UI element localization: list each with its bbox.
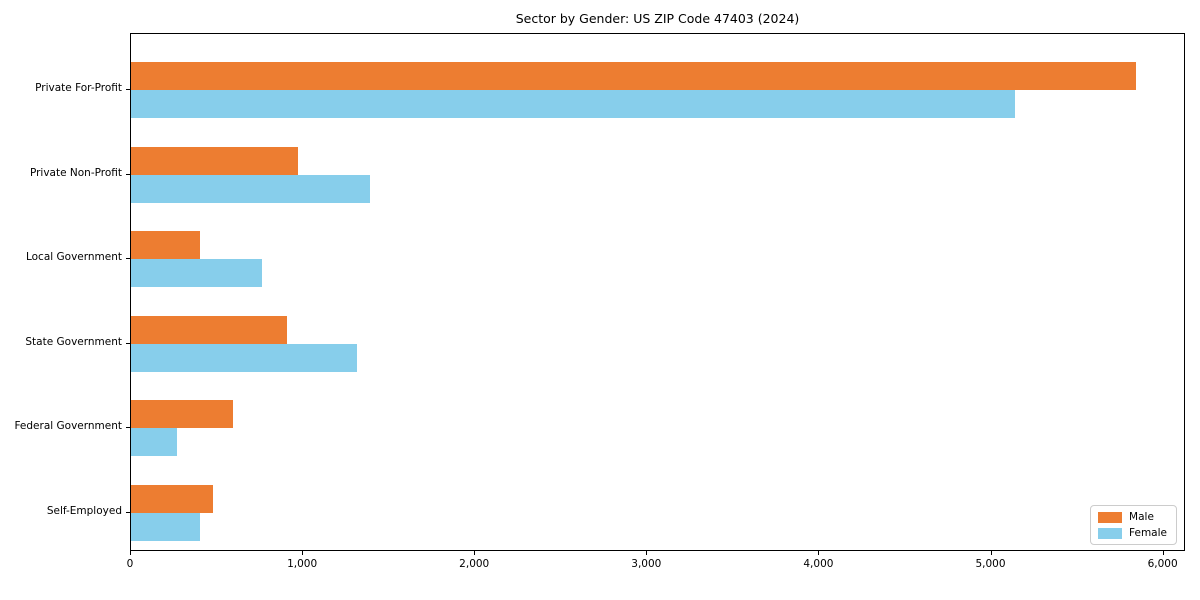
y-axis-label: Private For-Profit bbox=[35, 82, 122, 94]
legend-label: Female bbox=[1129, 527, 1167, 539]
x-tick-mark bbox=[302, 551, 304, 555]
x-tick-mark bbox=[130, 551, 131, 555]
x-tick-mark bbox=[646, 551, 648, 555]
y-tick-mark bbox=[126, 342, 130, 344]
legend-item-male: Male bbox=[1098, 511, 1167, 523]
bar-female-2 bbox=[131, 174, 371, 203]
x-tick-mark bbox=[990, 551, 992, 555]
y-tick-mark bbox=[126, 173, 130, 175]
bar-male-3 bbox=[131, 231, 200, 260]
bar-male-1 bbox=[131, 62, 1137, 90]
y-tick-mark bbox=[126, 512, 130, 513]
bar-female-4 bbox=[131, 343, 358, 372]
bar-female-3 bbox=[131, 259, 262, 288]
y-axis-label: Self-Employed bbox=[46, 505, 122, 517]
x-tick-label: 0 bbox=[126, 558, 134, 570]
y-tick-mark bbox=[126, 427, 130, 429]
legend-swatch-female bbox=[1098, 527, 1123, 539]
x-tick-label: 3,000 bbox=[631, 558, 662, 570]
legend-label: Male bbox=[1129, 511, 1154, 523]
x-tick-mark bbox=[818, 551, 820, 555]
x-tick-mark bbox=[1162, 551, 1164, 555]
y-axis-label: Private Non-Profit bbox=[29, 166, 122, 179]
x-tick-mark bbox=[474, 551, 476, 555]
bar-male-5 bbox=[131, 400, 233, 429]
bar-female-6 bbox=[131, 513, 200, 541]
x-tick-label: 2,000 bbox=[459, 558, 490, 570]
x-tick-label: 5,000 bbox=[975, 558, 1006, 570]
y-tick-mark bbox=[126, 89, 130, 90]
x-tick-label: 1,000 bbox=[287, 558, 318, 570]
y-axis-label: Local Government bbox=[25, 251, 122, 264]
bar-female-5 bbox=[131, 428, 177, 457]
bar-male-4 bbox=[131, 315, 287, 344]
plot-area: Male Female bbox=[130, 33, 1185, 551]
x-tick-label: 6,000 bbox=[1147, 558, 1178, 570]
chart-title: Sector by Gender: US ZIP Code 47403 (202… bbox=[515, 11, 800, 26]
legend: Male Female bbox=[1090, 505, 1177, 545]
legend-swatch-male bbox=[1098, 511, 1123, 523]
legend-item-female: Female bbox=[1098, 527, 1167, 539]
bar-female-1 bbox=[131, 90, 1015, 118]
bar-male-2 bbox=[131, 146, 298, 175]
y-axis-label: State Government bbox=[25, 335, 122, 348]
y-tick-mark bbox=[126, 258, 130, 260]
bar-male-6 bbox=[131, 485, 213, 513]
x-tick-label: 4,000 bbox=[803, 558, 834, 570]
y-axis-label: Federal Government bbox=[14, 420, 122, 433]
